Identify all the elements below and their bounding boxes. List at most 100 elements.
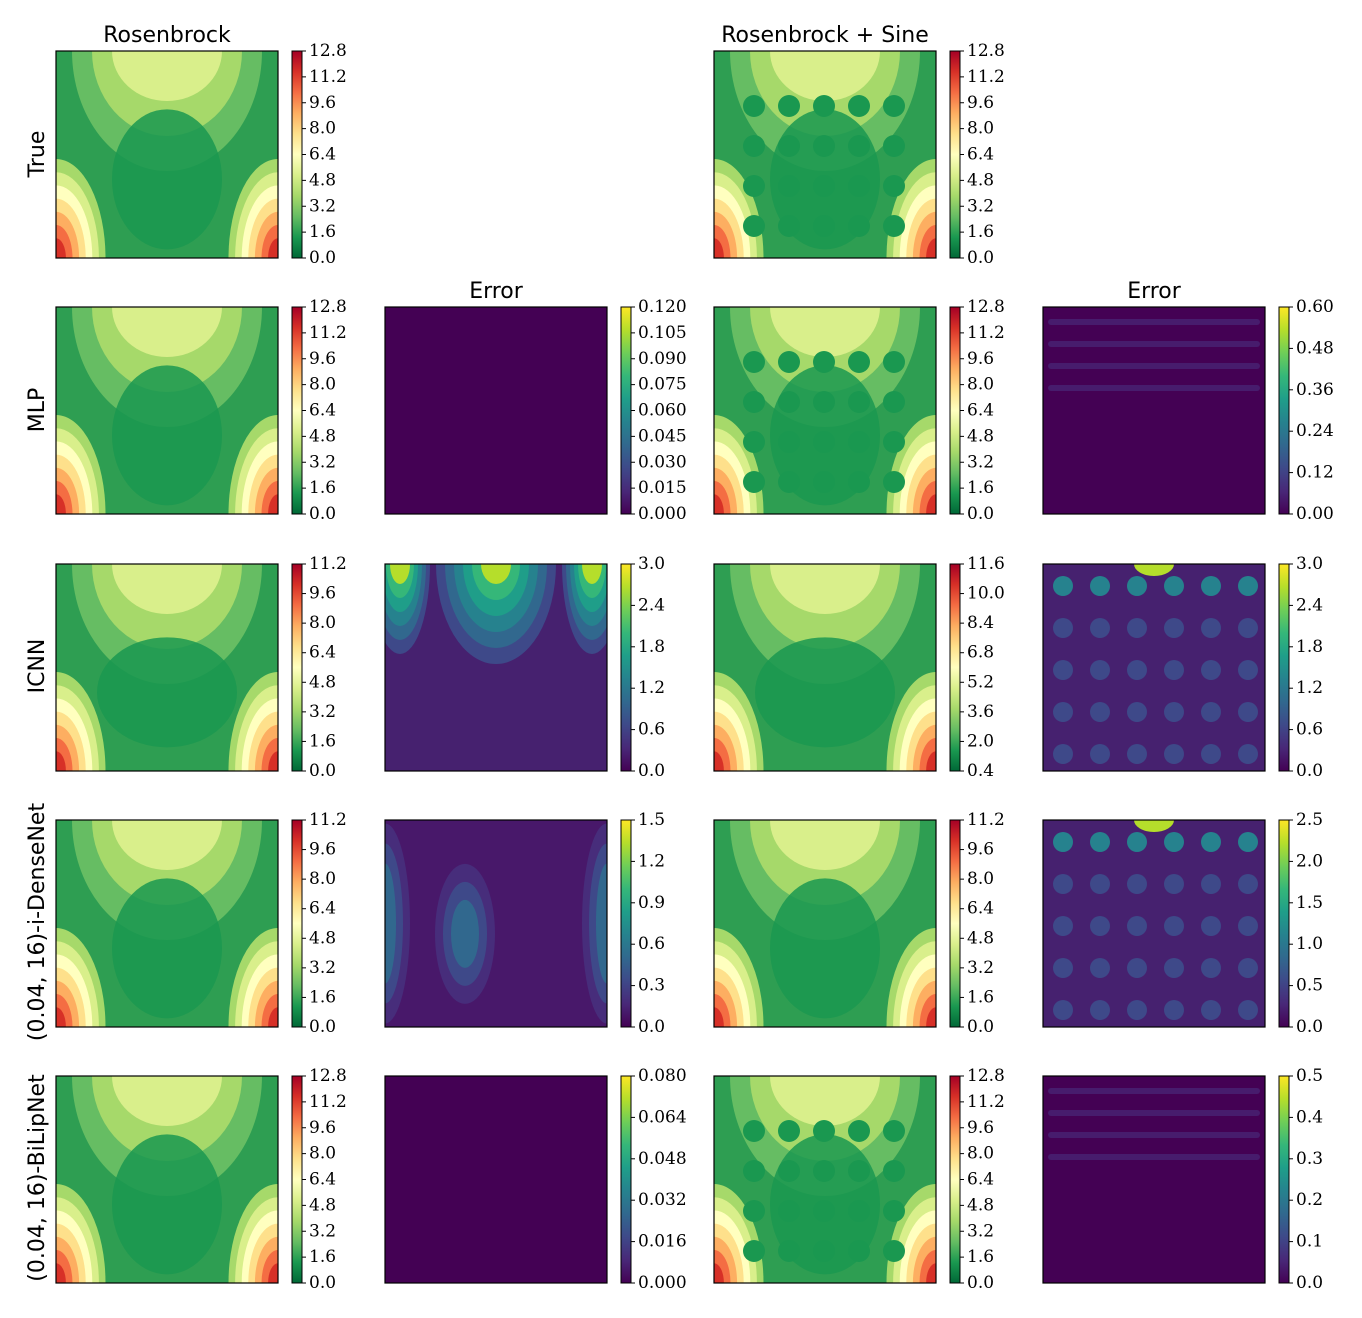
colorbar-tick-label: 11.2 bbox=[309, 554, 347, 574]
heatmap-blob bbox=[1201, 874, 1221, 894]
heatmap-panel: 1.5 1.2 0.9 0.6 0.3 0.0 bbox=[384, 810, 665, 1037]
heatmap-blob bbox=[778, 95, 800, 117]
colorbar-tick-label: 4.8 bbox=[309, 928, 336, 948]
colorbar-tick-label: 9.6 bbox=[309, 1118, 336, 1138]
colorbar-tick-label: 0.48 bbox=[1296, 338, 1334, 358]
heatmap-frame bbox=[713, 1075, 937, 1284]
colorbar bbox=[949, 306, 961, 515]
heatmap-blob bbox=[848, 391, 870, 413]
heatmap-blob bbox=[778, 391, 800, 413]
heatmap-blob bbox=[1090, 916, 1110, 936]
colorbar-tick-label: 3.6 bbox=[967, 702, 994, 722]
heatmap-blob bbox=[1238, 874, 1258, 894]
colorbar-tick-label: 9.6 bbox=[967, 840, 994, 860]
heatmap-blob bbox=[848, 135, 870, 157]
colorbar bbox=[1278, 306, 1290, 515]
heatmap-blob bbox=[1238, 702, 1258, 722]
colorbar-tick-label: 9.6 bbox=[967, 93, 994, 113]
heatmap-blob bbox=[1090, 702, 1110, 722]
heatmap-blob bbox=[778, 471, 800, 493]
heatmap-blob bbox=[1053, 660, 1073, 680]
heatmap-blob bbox=[778, 1200, 800, 1222]
heatmap-panel: 12.8 11.2 9.6 8.0 6.4 4.8 3.2 1.6 0.0 bbox=[55, 297, 347, 524]
heatmap-blob bbox=[1127, 1000, 1147, 1020]
heatmap-blob bbox=[1164, 744, 1184, 764]
heatmap-blob bbox=[813, 1120, 835, 1142]
colorbar-tick-label: 3.2 bbox=[309, 196, 336, 216]
heatmap-fill bbox=[385, 564, 607, 771]
heatmap-blob bbox=[778, 135, 800, 157]
heatmap-blob bbox=[1238, 1000, 1258, 1020]
colorbar bbox=[620, 563, 632, 772]
colorbar-tick-label: 4.8 bbox=[967, 426, 994, 446]
colorbar-tick-label: 1.6 bbox=[967, 478, 994, 498]
colorbar-tick-label: 0.9 bbox=[638, 893, 665, 913]
heatmap-band-right bbox=[268, 238, 278, 258]
heatmap-blob bbox=[1090, 832, 1110, 852]
heatmap-blob bbox=[1164, 958, 1184, 978]
heatmap-blob bbox=[1053, 744, 1073, 764]
heatmap-blob bbox=[1201, 660, 1221, 680]
heatmap-blob bbox=[848, 1160, 870, 1182]
colorbar-tick-label: 1.6 bbox=[967, 222, 994, 242]
colorbar-tick-label: 0.3 bbox=[1296, 1149, 1323, 1169]
panels-group: 12.8 11.2 9.6 8.0 6.4 4.8 3.2 1.6 0.0 12.8 11.2 9.6… bbox=[55, 41, 1334, 1293]
column-title-rosenbrock: Rosenbrock bbox=[103, 23, 231, 48]
colorbar-tick-label: 6.4 bbox=[309, 643, 336, 663]
colorbar-tick-label: 0.0 bbox=[309, 1017, 336, 1037]
heatmap-fill bbox=[56, 307, 278, 514]
colorbar bbox=[291, 563, 303, 772]
colorbar-tick-label: 0.3 bbox=[638, 976, 665, 996]
heatmap-blob bbox=[883, 431, 905, 453]
colorbar-tick-label: 8.0 bbox=[967, 869, 994, 889]
heatmap-band-right bbox=[268, 751, 278, 771]
colorbar-tick-label: 0.1 bbox=[1296, 1232, 1323, 1252]
colorbar-tick-label: 8.0 bbox=[309, 119, 336, 139]
heatmap-blob bbox=[813, 135, 835, 157]
heatmap-band-right bbox=[268, 494, 278, 514]
heatmap-blob bbox=[1238, 576, 1258, 596]
heatmap-blob bbox=[1127, 916, 1147, 936]
heatmap-band bbox=[1048, 1154, 1260, 1160]
colorbar-tick-label: 3.2 bbox=[967, 196, 994, 216]
heatmap-band bbox=[596, 863, 607, 984]
heatmap-band-top bbox=[770, 51, 880, 101]
heatmap-frame bbox=[55, 50, 279, 259]
colorbar-tick-label: 8.0 bbox=[309, 613, 336, 633]
heatmap-blob bbox=[1238, 660, 1258, 680]
colorbar-tick-label: 3.2 bbox=[967, 452, 994, 472]
colorbar-tick-label: 0.6 bbox=[1296, 720, 1323, 740]
colorbar-tick-label: 3.2 bbox=[309, 702, 336, 722]
heatmap-band-right bbox=[268, 1007, 278, 1027]
heatmap-peak bbox=[1134, 820, 1174, 832]
heatmap-blob bbox=[1164, 1000, 1184, 1020]
colorbar bbox=[291, 1075, 303, 1284]
heatmap-band-top bbox=[770, 1076, 880, 1126]
colorbar-tick-label: 0.048 bbox=[638, 1149, 687, 1169]
heatmap-panel: 2.5 2.0 1.5 1.0 0.5 0.0 bbox=[1042, 810, 1323, 1037]
heatmap-valley bbox=[112, 365, 222, 506]
colorbar-tick-label: 0.030 bbox=[638, 452, 687, 472]
heatmap-band-left bbox=[56, 238, 66, 258]
colorbar-tick-label: 1.8 bbox=[638, 637, 665, 657]
heatmap-band-right bbox=[926, 1007, 936, 1027]
heatmap-blob bbox=[1090, 618, 1110, 638]
colorbar-tick-label: 12.8 bbox=[967, 41, 1005, 61]
heatmap-panel: 12.8 11.2 9.6 8.0 6.4 4.8 3.2 1.6 0.0 bbox=[55, 41, 347, 268]
heatmap-blob bbox=[1127, 874, 1147, 894]
heatmap-blob bbox=[883, 1160, 905, 1182]
colorbar-tick-label: 4.8 bbox=[967, 928, 994, 948]
colorbar-tick-label: 0.5 bbox=[1296, 1066, 1323, 1086]
heatmap-blob bbox=[743, 351, 765, 373]
heatmap-blob bbox=[1127, 958, 1147, 978]
heatmap-blob bbox=[743, 95, 765, 117]
heatmap-base bbox=[1043, 564, 1265, 771]
heatmap-band-top bbox=[112, 307, 222, 357]
colorbar-tick-label: 0.032 bbox=[638, 1190, 687, 1210]
heatmap-fill bbox=[56, 1076, 278, 1283]
heatmap-fill bbox=[56, 51, 278, 258]
heatmap-valley bbox=[112, 878, 222, 1019]
column-title-rosenbrock-sine: Rosenbrock + Sine bbox=[721, 23, 929, 48]
heatmap-blob bbox=[1053, 618, 1073, 638]
